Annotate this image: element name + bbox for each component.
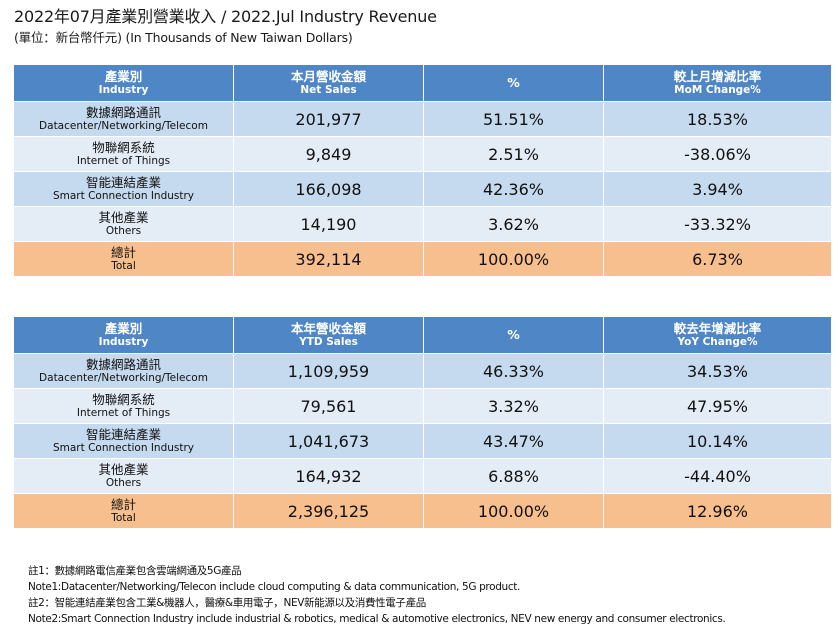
percent-cell: 42.36% bbox=[423, 171, 604, 207]
industry-cell: 其他產業 Others bbox=[13, 206, 234, 242]
table-row: 物聯網系統 Internet of Things 79,561 3.32% 47.… bbox=[13, 388, 832, 424]
change-cell: 18.53% bbox=[603, 101, 832, 137]
total-percent-cell: 100.00% bbox=[423, 241, 604, 277]
sales-cell: 201,977 bbox=[233, 101, 424, 137]
total-change-cell: 12.96% bbox=[603, 493, 832, 529]
industry-cell: 物聯網系統 Internet of Things bbox=[13, 388, 234, 424]
total-percent-cell: 100.00% bbox=[423, 493, 604, 529]
total-label-cell: 總計 Total bbox=[13, 493, 234, 529]
percent-header: % bbox=[423, 64, 604, 102]
percent-cell: 3.62% bbox=[423, 206, 604, 242]
table-row: 數據網路通訊 Datacenter/Networking/Telecom 201,… bbox=[13, 101, 832, 137]
sales-cell: 164,932 bbox=[233, 458, 424, 494]
sales-cell: 14,190 bbox=[233, 206, 424, 242]
monthly-revenue-table: 產業別 Industry 本月營收金額 Net Sales % 較上月增減比率 MoM… bbox=[13, 64, 832, 277]
total-sales-cell: 2,396,125 bbox=[233, 493, 424, 529]
total-sales-cell: 392,114 bbox=[233, 241, 424, 277]
ytd-revenue-table: 產業別 Industry 本年營收金額 YTD Sales % 較去年增減比率 YoY… bbox=[13, 316, 832, 529]
percent-header: % bbox=[423, 316, 604, 354]
change-cell: -44.40% bbox=[603, 458, 832, 494]
change-cell: 34.53% bbox=[603, 353, 832, 389]
industry-cell: 數據網路通訊 Datacenter/Networking/Telecom bbox=[13, 353, 234, 389]
percent-cell: 3.32% bbox=[423, 388, 604, 424]
table-header-row: 產業別 Industry 本年營收金額 YTD Sales % 較去年增減比率 YoY… bbox=[13, 316, 832, 354]
change-cell: 10.14% bbox=[603, 423, 832, 459]
industry-cell: 其他產業 Others bbox=[13, 458, 234, 494]
yoy-change-header: 較去年增減比率 YoY Change% bbox=[603, 316, 832, 354]
industry-header: 產業別 Industry bbox=[13, 64, 234, 102]
note-2-zh: 註2：智能連結產業包含工業&機器人，醫療&車用電子，NEV新能源以及消費性電子產… bbox=[28, 597, 426, 609]
table-row: 智能連結產業 Smart Connection Industry 1,041,67… bbox=[13, 423, 832, 459]
change-cell: -38.06% bbox=[603, 136, 832, 172]
change-cell: -33.32% bbox=[603, 206, 832, 242]
sales-cell: 9,849 bbox=[233, 136, 424, 172]
percent-cell: 43.47% bbox=[423, 423, 604, 459]
sales-cell: 166,098 bbox=[233, 171, 424, 207]
total-row: 總計 Total 392,114 100.00% 6.73% bbox=[13, 241, 832, 277]
ytd-sales-header: 本年營收金額 YTD Sales bbox=[233, 316, 424, 354]
industry-cell: 智能連結產業 Smart Connection Industry bbox=[13, 171, 234, 207]
unit-note: (單位：新台幣仟元) (In Thousands of New Taiwan D… bbox=[14, 30, 353, 45]
note-1-en: Note1:Datacenter/Networking/Telecon incl… bbox=[28, 581, 521, 593]
percent-cell: 6.88% bbox=[423, 458, 604, 494]
total-label-cell: 總計 Total bbox=[13, 241, 234, 277]
percent-cell: 2.51% bbox=[423, 136, 604, 172]
industry-cell: 數據網路通訊 Datacenter/Networking/Telecom bbox=[13, 101, 234, 137]
percent-cell: 51.51% bbox=[423, 101, 604, 137]
footnotes: 註1：數據網路電信產業包含雲端網通及5G產品 Note1:Datacenter/… bbox=[28, 563, 726, 627]
sales-cell: 1,109,959 bbox=[233, 353, 424, 389]
table-row: 物聯網系統 Internet of Things 9,849 2.51% -38.… bbox=[13, 136, 832, 172]
table-row: 其他產業 Others 164,932 6.88% -44.40% bbox=[13, 458, 832, 494]
table-header-row: 產業別 Industry 本月營收金額 Net Sales % 較上月增減比率 MoM… bbox=[13, 64, 832, 102]
total-change-cell: 6.73% bbox=[603, 241, 832, 277]
note-2-en: Note2:Smart Connection Industry include … bbox=[28, 613, 726, 625]
table-row: 其他產業 Others 14,190 3.62% -33.32% bbox=[13, 206, 832, 242]
net-sales-header: 本月營收金額 Net Sales bbox=[233, 64, 424, 102]
note-1-zh: 註1：數據網路電信產業包含雲端網通及5G產品 bbox=[28, 565, 242, 577]
sales-cell: 1,041,673 bbox=[233, 423, 424, 459]
page-title: 2022年07月產業別營業收入 / 2022.Jul Industry Reve… bbox=[14, 7, 437, 26]
table-row: 智能連結產業 Smart Connection Industry 166,098 … bbox=[13, 171, 832, 207]
industry-header: 產業別 Industry bbox=[13, 316, 234, 354]
industry-cell: 智能連結產業 Smart Connection Industry bbox=[13, 423, 234, 459]
industry-cell: 物聯網系統 Internet of Things bbox=[13, 136, 234, 172]
table-row: 數據網路通訊 Datacenter/Networking/Telecom 1,10… bbox=[13, 353, 832, 389]
change-cell: 3.94% bbox=[603, 171, 832, 207]
sales-cell: 79,561 bbox=[233, 388, 424, 424]
total-row: 總計 Total 2,396,125 100.00% 12.96% bbox=[13, 493, 832, 529]
percent-cell: 46.33% bbox=[423, 353, 604, 389]
mom-change-header: 較上月增減比率 MoM Change% bbox=[603, 64, 832, 102]
change-cell: 47.95% bbox=[603, 388, 832, 424]
